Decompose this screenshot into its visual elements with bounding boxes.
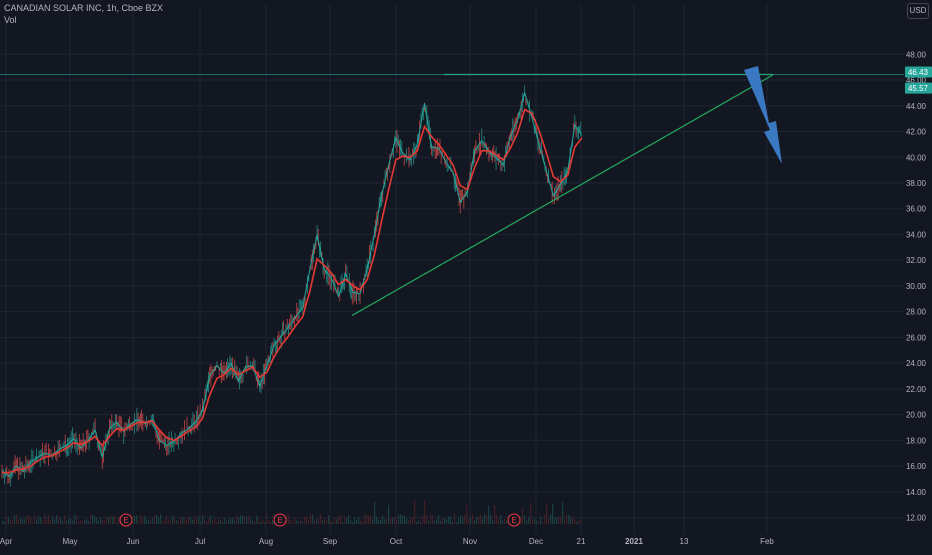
volume-bars	[2, 500, 582, 524]
down-arrow-annotation	[744, 66, 782, 164]
x-tick-label: May	[62, 537, 77, 546]
y-tick-label: 42.00	[906, 128, 927, 137]
y-tick-label: 18.00	[906, 436, 927, 445]
y-tick-label: 36.00	[906, 205, 927, 214]
y-tick-label: 26.00	[906, 333, 927, 342]
earnings-marker[interactable]	[119, 513, 133, 527]
price-tag-label: 46.43	[908, 68, 929, 77]
price-axis[interactable]: 12.00 14.00 16.00 18.00 20.00 22.00 24.00 26.00…	[906, 50, 927, 522]
y-tick-label: 38.00	[906, 179, 927, 188]
y-tick-label: 24.00	[906, 359, 927, 368]
x-tick-label: Aug	[259, 537, 273, 546]
support-trend-line	[351, 74, 774, 317]
y-tick-label: 30.00	[906, 282, 927, 291]
earnings-marker[interactable]	[507, 513, 521, 527]
y-tick-label: 40.00	[906, 153, 927, 162]
y-tick-label: 20.00	[906, 411, 927, 420]
time-axis[interactable]: Apr May Jun Jul Aug Sep Oct Nov Dec 21 2021 13 Feb	[0, 537, 774, 546]
y-tick-label: 28.00	[906, 308, 927, 317]
x-tick-label: Nov	[463, 537, 477, 546]
price-tag-label: 45.57	[908, 84, 929, 93]
price-tag-bg	[905, 82, 932, 94]
volume-legend: Vol	[4, 15, 17, 25]
currency-button[interactable]: USD	[907, 3, 929, 19]
y-tick-label: 46.00	[906, 76, 927, 85]
x-tick-label: Jun	[127, 537, 140, 546]
price-tag-bg	[905, 66, 932, 78]
symbol-title[interactable]: CANADIAN SOLAR INC, 1h, Cboe BZX	[4, 3, 164, 13]
y-tick-label: 34.00	[906, 230, 927, 239]
x-tick-label: Jul	[195, 537, 205, 546]
earnings-marker[interactable]	[273, 513, 287, 527]
y-tick-label: 12.00	[906, 514, 927, 523]
y-tick-label: 48.00	[906, 50, 927, 59]
y-tick-label: 32.00	[906, 256, 927, 265]
x-tick-label: 21	[577, 537, 586, 546]
earnings-marker-label: E	[511, 516, 516, 525]
y-tick-label: 44.00	[906, 102, 927, 111]
x-tick-label: Apr	[0, 537, 13, 546]
y-tick-label: 14.00	[906, 488, 927, 497]
price-labels: 46.43 45.57	[905, 66, 932, 94]
x-tick-label: 13	[680, 537, 689, 546]
price-series-line	[1, 91, 583, 478]
x-tick-label: Sep	[323, 537, 338, 546]
y-tick-label: 22.00	[906, 385, 927, 394]
earnings-marker-label: E	[277, 516, 282, 525]
x-tick-label: Dec	[529, 537, 543, 546]
x-tick-label: Feb	[760, 537, 774, 546]
grid-lines	[0, 5, 904, 534]
moving-average-line	[2, 108, 583, 474]
x-tick-label: 2021	[625, 537, 643, 546]
x-tick-label: Oct	[390, 537, 403, 546]
y-tick-label: 16.00	[906, 462, 927, 471]
earnings-marker-label: E	[123, 516, 128, 525]
